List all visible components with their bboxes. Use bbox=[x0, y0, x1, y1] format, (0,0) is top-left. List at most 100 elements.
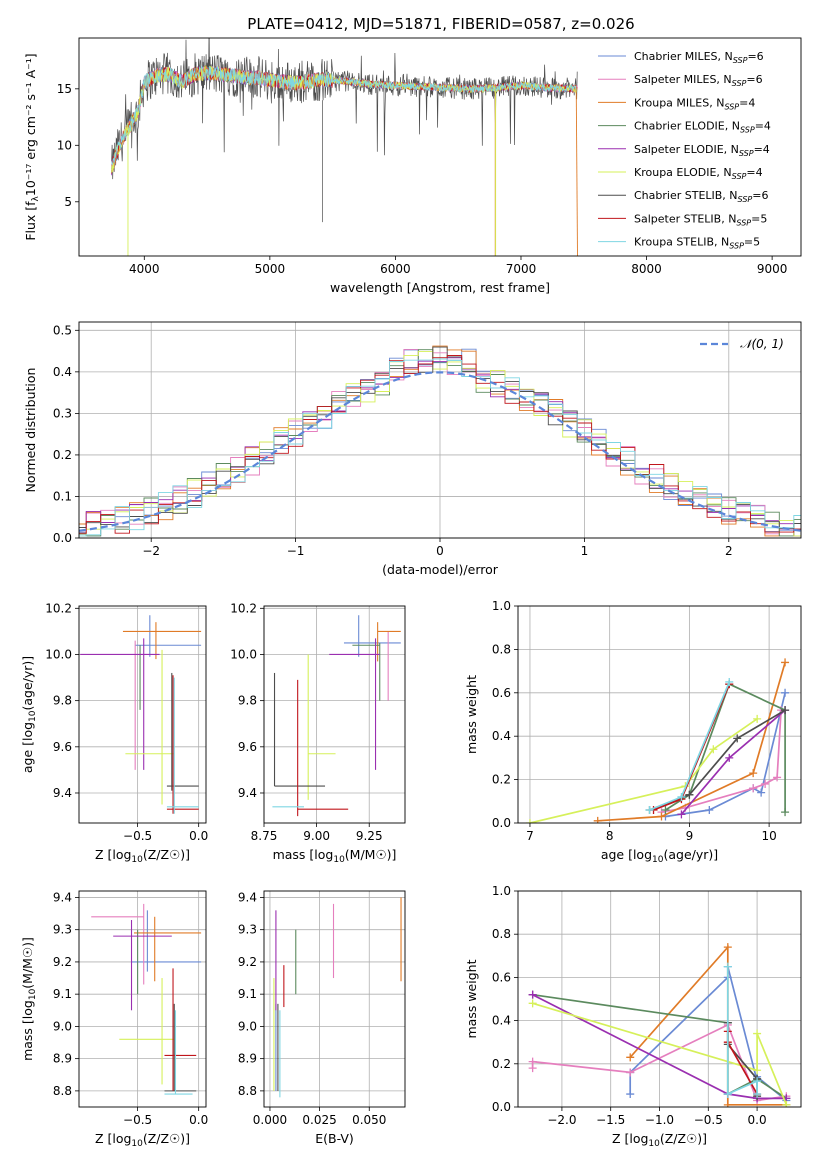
axes-residuals: −2 −1 0 1 2 0.0 0.1 0.2 0.3 0.4 0.5 (data-model)/er… bbox=[23, 321, 802, 577]
series-line-5 bbox=[532, 1002, 788, 1106]
series-marker-2 bbox=[749, 769, 758, 778]
y-tick-label: 9.1 bbox=[238, 987, 257, 1001]
y-tick-label: 0.5 bbox=[53, 323, 72, 337]
plot-area bbox=[91, 903, 202, 1095]
x-tick-label: 7 bbox=[526, 829, 534, 843]
series-marker-0 bbox=[626, 1090, 635, 1099]
axes-mass-vs-z: −0.5 0.0 8.8 8.9 9.0 9.1 9.2 9.3 9.4 Z [log10(Z/Z… bbox=[20, 890, 208, 1149]
y-tick-label: 0.4 bbox=[492, 729, 511, 743]
series-marker-8 bbox=[723, 1090, 732, 1099]
y-tick-label: 0.0 bbox=[492, 1100, 511, 1114]
y-tick-label: 0.2 bbox=[492, 773, 511, 787]
legend-label-1: Salpeter MILES, NSSP=6 bbox=[634, 73, 763, 88]
legend-label-6: Chabrier STELIB, NSSP=6 bbox=[634, 189, 768, 204]
x-tick-label: −1 bbox=[287, 544, 305, 558]
series-marker-2 bbox=[723, 943, 732, 952]
gaussian-curve bbox=[79, 371, 801, 532]
legend-label-4: Salpeter ELODIE, NSSP=4 bbox=[634, 143, 770, 158]
figure-title: PLATE=0412, MJD=51871, FIBERID=0587, z=0… bbox=[247, 15, 634, 33]
y-tick-label: 8.9 bbox=[53, 1052, 72, 1066]
y-tick-label: 1.0 bbox=[492, 599, 511, 613]
series-line-5 bbox=[529, 718, 758, 823]
plot-area bbox=[525, 658, 790, 823]
y-tick-label: 10 bbox=[57, 138, 72, 152]
plot-area bbox=[80, 615, 202, 814]
axes-mass-weight-vs-age: 7 8 9 10 0.0 0.2 0.4 0.6 0.8 1.0 age [log10(age/yr… bbox=[464, 599, 802, 865]
spectrum-edge bbox=[575, 88, 578, 256]
x-tick-label: 7000 bbox=[506, 262, 537, 276]
y-tick-label: 9.3 bbox=[238, 923, 257, 937]
series-marker-3 bbox=[781, 808, 790, 817]
y-tick-label: 9.4 bbox=[53, 890, 72, 904]
series-marker-2 bbox=[626, 1053, 635, 1062]
histogram-6 bbox=[79, 346, 801, 529]
y-tick-label: 9.4 bbox=[238, 786, 257, 800]
series-line-4 bbox=[532, 993, 787, 1100]
series-marker-5 bbox=[782, 1100, 791, 1107]
x-tick-label: 9.25 bbox=[356, 829, 383, 843]
series-marker-5 bbox=[525, 819, 534, 823]
x-tick-label: 8000 bbox=[631, 262, 662, 276]
y-tick-label: 1.0 bbox=[492, 884, 511, 898]
series-marker-8 bbox=[677, 792, 686, 801]
y-tick-label: 0.0 bbox=[53, 531, 72, 545]
y-tick-label: 8.9 bbox=[238, 1052, 257, 1066]
x-axis-label: age [log10(age/yr)] bbox=[601, 847, 718, 865]
axes-frame bbox=[78, 890, 207, 1108]
axes-age-vs-z: −0.5 0.0 9.4 9.6 9.8 10.0 10.2 Z [log10(Z/Z☉)] a… bbox=[20, 601, 208, 865]
x-tick-label: 1 bbox=[581, 544, 589, 558]
x-tick-label: 0.050 bbox=[352, 1113, 386, 1127]
x-tick-label: 0.000 bbox=[253, 1113, 287, 1127]
x-axis-label: wavelength [Angstrom, rest frame] bbox=[330, 280, 550, 295]
axes-frame bbox=[78, 605, 207, 824]
axes-frame bbox=[263, 605, 406, 824]
x-axis-label: Z [log10(Z/Z☉)] bbox=[95, 847, 190, 865]
x-axis-label: Z [log10(Z/Z☉)] bbox=[612, 1131, 707, 1149]
x-axis-label: (data-model)/error bbox=[382, 562, 499, 577]
series-marker-2 bbox=[723, 1100, 732, 1107]
series-marker-0 bbox=[757, 788, 766, 797]
series-marker-1 bbox=[749, 784, 758, 793]
y-tick-label: 8.8 bbox=[53, 1084, 72, 1098]
y-tick-label: 9.0 bbox=[53, 1019, 72, 1033]
y-tick-label: 0.2 bbox=[53, 448, 72, 462]
series-marker-4 bbox=[725, 753, 734, 762]
y-tick-label: 0.8 bbox=[492, 927, 511, 941]
series-line-2 bbox=[597, 662, 786, 822]
y-axis-label: Flux [fλ10⁻¹⁷ erg cm⁻² s⁻¹ A⁻¹] bbox=[23, 53, 41, 240]
y-tick-label: 10.0 bbox=[45, 647, 72, 661]
x-tick-label: −2 bbox=[142, 544, 160, 558]
x-tick-label: 0.0 bbox=[189, 829, 208, 843]
axes-mass-weight-vs-z: −2.0 −1.5 −1.0 −0.5 0.0 0.0 0.2 0.4 0.6 0.8 1.0 Z [… bbox=[464, 884, 802, 1149]
x-tick-label: 5000 bbox=[255, 262, 286, 276]
plot-area bbox=[528, 943, 791, 1107]
series-marker-6 bbox=[781, 706, 790, 715]
series-marker-8 bbox=[753, 1077, 762, 1086]
y-tick-label: 0.3 bbox=[53, 406, 72, 420]
series-marker-3 bbox=[661, 805, 670, 814]
y-tick-label: 15 bbox=[57, 82, 72, 96]
series-marker-8 bbox=[645, 805, 654, 814]
y-tick-label: 10.0 bbox=[230, 647, 257, 661]
histogram-0 bbox=[79, 348, 801, 537]
y-tick-label: 0.8 bbox=[492, 642, 511, 656]
histogram-8 bbox=[79, 358, 801, 537]
y-tick-label: 0.6 bbox=[492, 686, 511, 700]
series-marker-0 bbox=[705, 805, 714, 814]
x-tick-label: 10 bbox=[761, 829, 776, 843]
series-marker-2 bbox=[657, 812, 666, 821]
legend-gaussian-label: 𝒩(0, 1) bbox=[740, 337, 784, 351]
series-marker-1 bbox=[773, 773, 782, 782]
x-tick-label: −2.0 bbox=[547, 1113, 576, 1127]
series-marker-4 bbox=[528, 990, 537, 999]
series-marker-2 bbox=[593, 816, 602, 823]
axes-spectrum: 4000 5000 6000 7000 8000 9000 5 10 15 wavelength … bbox=[23, 37, 802, 295]
x-axis-label: E(B-V) bbox=[315, 1131, 354, 1146]
y-tick-label: 9.8 bbox=[53, 694, 72, 708]
series-marker-5 bbox=[709, 745, 718, 754]
series-marker-6 bbox=[685, 790, 694, 799]
x-tick-label: −0.5 bbox=[123, 829, 152, 843]
plot-area bbox=[111, 38, 578, 256]
x-tick-label: −1.5 bbox=[596, 1113, 625, 1127]
x-tick-label: −1.0 bbox=[645, 1113, 674, 1127]
